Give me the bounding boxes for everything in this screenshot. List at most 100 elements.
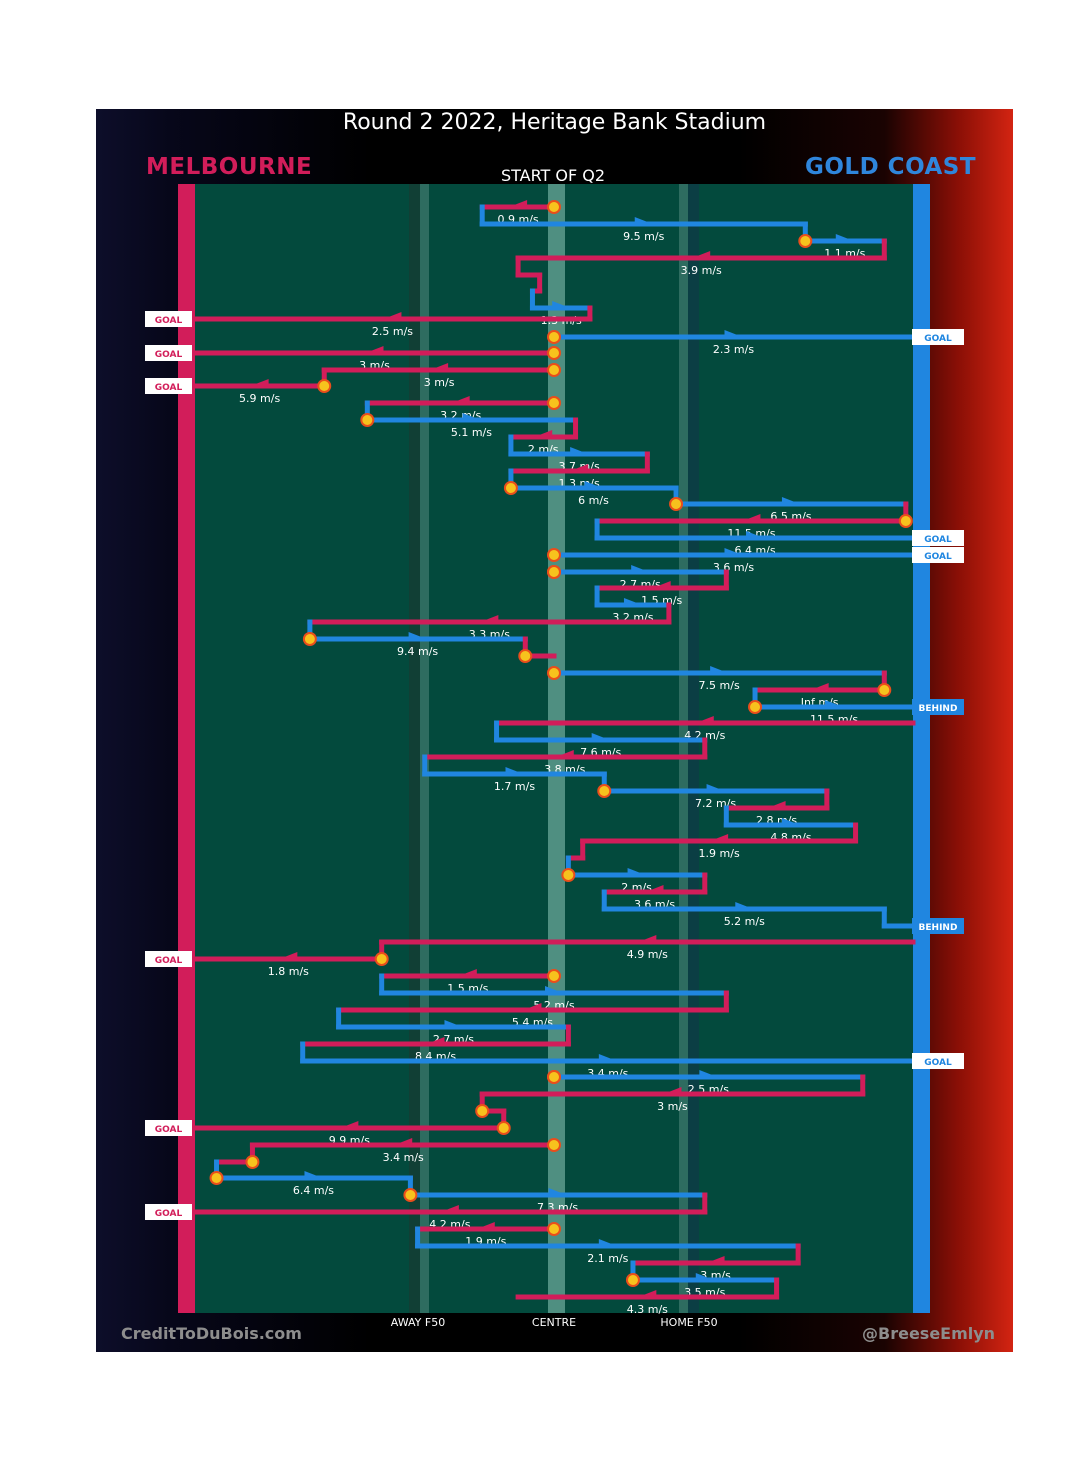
home-goal-line [178,184,195,1313]
direction-arrow [440,1205,459,1212]
possession-marker [317,379,332,393]
direction-arrow [710,834,729,841]
speed-label: 1.8 m/s [268,965,309,978]
direction-arrow [746,531,765,538]
direction-arrow [383,312,402,319]
possession-marker [547,548,561,562]
direction-arrow [570,447,589,454]
direction-arrow [724,330,743,337]
direction-arrow [699,1070,718,1077]
speed-label: 1.9 m/s [699,847,740,860]
direction-arrow [631,565,650,572]
direction-arrow [505,767,524,774]
outcome-label: GOAL [924,535,952,545]
possession-marker [798,234,813,248]
direction-arrow [451,396,470,403]
speed-label: 9.4 m/s [397,645,438,658]
possession-marker [547,346,561,360]
speed-label: 6 m/s [578,494,609,507]
outcome-label: GOAL [924,552,952,562]
direction-arrow [638,1290,657,1297]
speed-label: 4.9 m/s [627,948,668,961]
direction-arrow [634,217,653,224]
footer-author: @BreeseEmlyn [862,1324,996,1343]
outcome-box [912,918,964,934]
direction-arrow [462,413,481,420]
outcome-box [145,1120,192,1136]
home-team-label: MELBOURNE [146,154,313,180]
direction-arrow [555,750,574,757]
direction-arrow [706,784,725,791]
direction-arrow [598,1054,617,1061]
direction-arrow [652,581,671,588]
direction-arrow [408,632,427,639]
direction-arrow [534,430,553,437]
possession-marker [547,363,561,377]
outcome-label: GOAL [155,383,183,393]
direction-arrow [695,716,714,723]
direction-arrow [810,683,829,690]
direction-arrow [394,1138,413,1145]
speed-label: 5.9 m/s [239,392,280,405]
speed-label: 3 m/s [424,376,455,389]
speed-label: 3 m/s [657,1100,688,1113]
outcome-label: GOAL [155,1209,183,1219]
direction-arrow [825,700,844,707]
possession-marker [669,497,684,511]
possession-marker [374,952,389,966]
direction-arrow [548,1188,567,1195]
outcome-label: GOAL [155,956,183,966]
possession-marker [302,632,317,646]
outcome-box [912,530,964,546]
outcome-label: BEHIND [919,923,958,933]
direction-arrow [340,1121,359,1128]
possession-marker [561,868,576,882]
direction-arrow [598,1239,617,1246]
direction-arrow [695,1273,714,1280]
outcome-box [912,1053,964,1069]
direction-arrow [627,868,646,875]
outcome-box [145,345,192,361]
speed-label: 2.5 m/s [372,325,413,338]
home-f50-line [679,184,688,1313]
footer-credit: CreditToDuBois.com [121,1324,302,1343]
direction-arrow [480,615,499,622]
direction-arrow [476,1222,495,1229]
possession-marker [877,683,892,697]
possession-marker [625,1273,640,1287]
possession-marker [475,1104,490,1118]
direction-arrow [365,346,384,353]
start-label: START OF Q2 [500,166,606,185]
chart-title: Round 2 2022, Heritage Bank Stadium [342,110,767,135]
direction-arrow [645,885,664,892]
outcome-label: BEHIND [919,704,958,714]
outcome-box [145,1204,192,1220]
speed-label: 1.7 m/s [494,780,535,793]
direction-arrow [430,363,449,370]
home-f50-label: HOME F50 [660,1316,718,1329]
speed-label: 9.5 m/s [623,230,664,243]
direction-arrow [710,666,729,673]
direction-arrow [706,1256,725,1263]
outcome-label: GOAL [155,350,183,360]
possession-marker [209,1171,224,1185]
direction-arrow [781,497,800,504]
possession-marker [496,1121,511,1135]
direction-arrow [735,902,754,909]
possession-marker [518,649,533,663]
possession-marker [403,1188,418,1202]
possession-marker [547,565,561,579]
direction-arrow [724,548,743,555]
home-f50-shadow [688,184,699,1313]
speed-label: 5.1 m/s [451,426,492,439]
possession-marker [245,1155,260,1169]
outcome-box [912,699,964,715]
away-f50-line [420,184,429,1313]
speed-label: 5.2 m/s [724,915,765,928]
direction-arrow [509,200,528,207]
direction-arrow [552,301,571,308]
direction-arrow [304,1171,323,1178]
possession-marker [547,666,561,680]
direction-arrow [584,481,603,488]
